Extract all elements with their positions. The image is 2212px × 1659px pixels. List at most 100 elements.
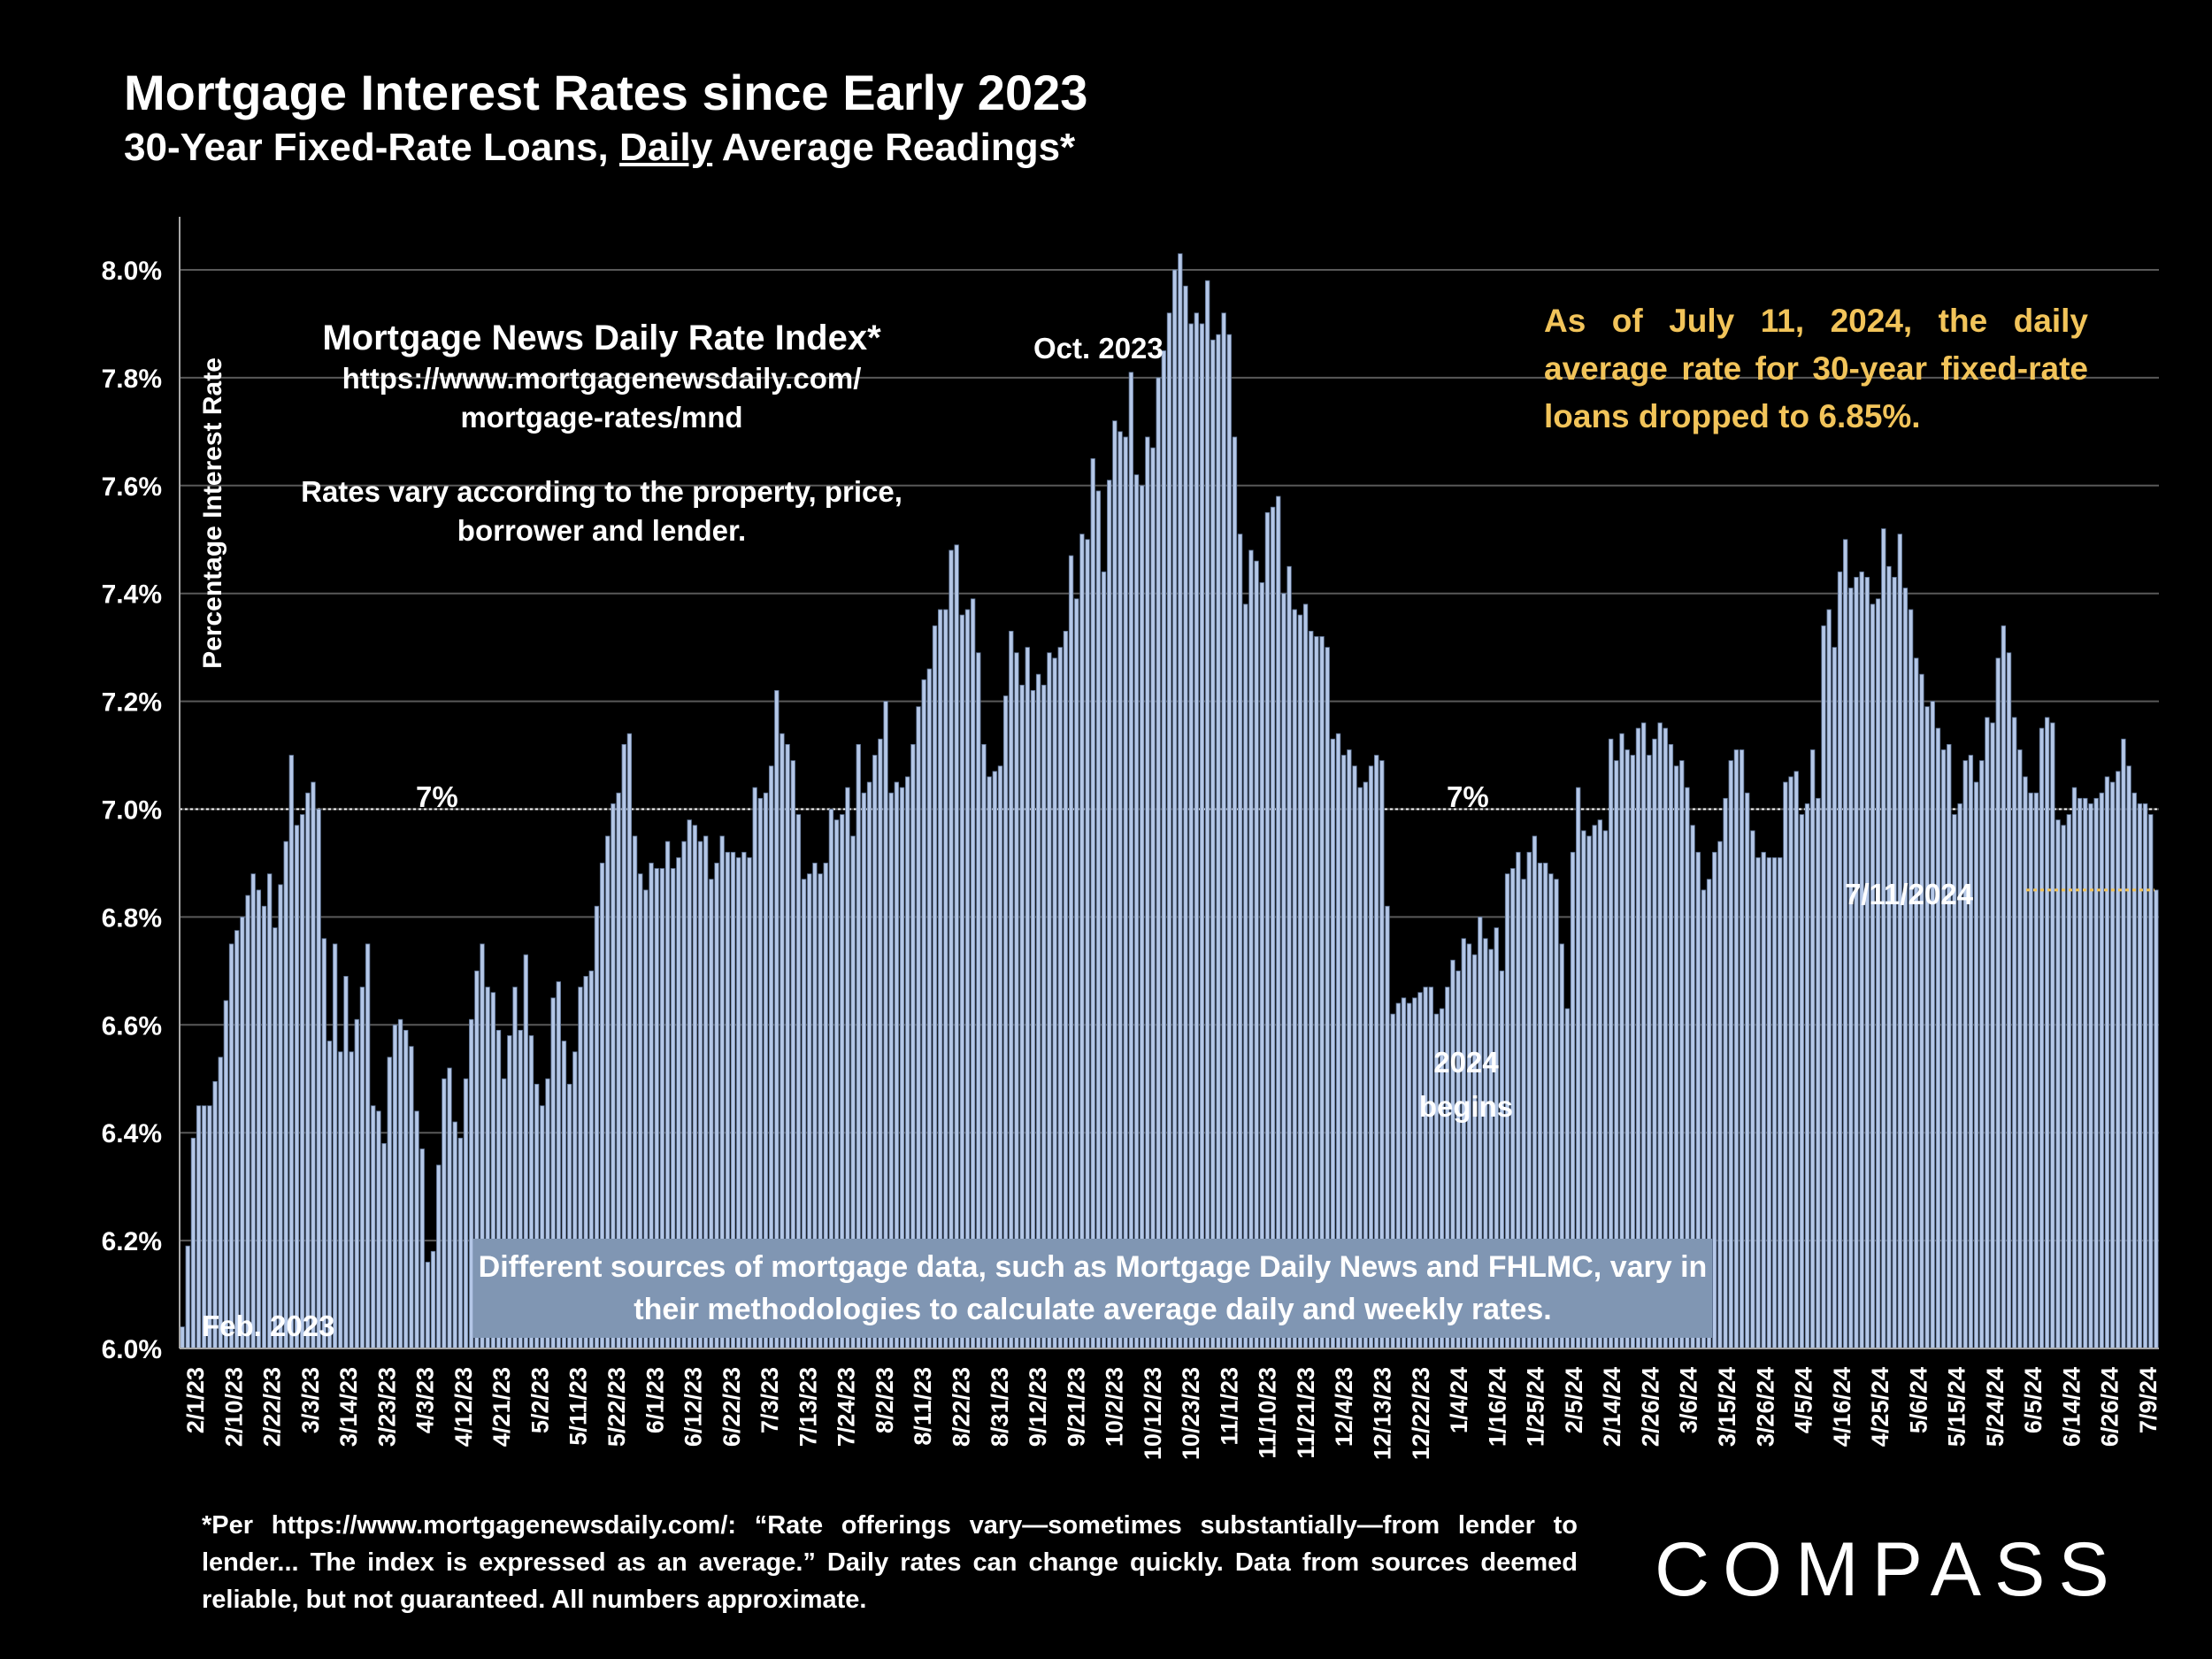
bar (311, 781, 316, 1349)
y-tick-label: 7.4% (102, 580, 162, 610)
bar (1166, 312, 1172, 1349)
bar (2028, 792, 2033, 1349)
annotation-last-date: 7/11/2024 (1845, 878, 1974, 910)
bar (1723, 797, 1728, 1349)
x-tick-label: 6/12/23 (680, 1367, 707, 1447)
bar (321, 938, 326, 1349)
bar (261, 905, 267, 1349)
bar (1302, 603, 1309, 1349)
bar (1079, 534, 1085, 1349)
compass-logo: COMPASS (1655, 1527, 2123, 1612)
bar (964, 609, 971, 1349)
x-tick-label: 2/14/24 (1599, 1367, 1625, 1447)
source-url: https://www.mortgagenewsdaily.com/ mortg… (342, 362, 862, 434)
bar (1221, 312, 1226, 1349)
y-tick-label: 6.0% (102, 1335, 162, 1364)
bar (1712, 851, 1717, 1349)
x-tick-label: 8/31/23 (987, 1367, 1013, 1447)
bar (1118, 431, 1123, 1349)
bar (442, 1078, 447, 1349)
bar (365, 943, 371, 1349)
bar (267, 873, 273, 1349)
x-tick-label: 3/15/24 (1714, 1367, 1740, 1447)
bar (1188, 323, 1194, 1349)
chart-subtitle: 30-Year Fixed-Rate Loans, Daily Average … (124, 126, 1075, 170)
x-tick-label: 2/26/24 (1637, 1367, 1663, 1447)
annotation-7-percent-left: 7% (416, 780, 458, 813)
methodology-note: Different sources of mortgage data, such… (473, 1239, 1712, 1338)
bar (1968, 755, 1974, 1349)
y-tick-label: 6.4% (102, 1119, 162, 1148)
bar (1892, 577, 1897, 1349)
bar (1755, 856, 1761, 1349)
footnote: *Per https://www.mortgagenewsdaily.com/:… (202, 1511, 1578, 1614)
y-tick-label: 7.6% (102, 472, 162, 502)
x-tick-label: 5/6/24 (1905, 1367, 1932, 1433)
chart-title: Mortgage Interest Rates since Early 2023 (124, 65, 1088, 120)
bar (1254, 560, 1259, 1349)
y-tick-label: 6.6% (102, 1011, 162, 1041)
x-tick-label: 11/1/23 (1216, 1367, 1242, 1446)
bar (326, 1041, 333, 1349)
bar-series (180, 253, 2159, 1349)
annotation-7-percent-right: 7% (1447, 780, 1489, 813)
bar (949, 549, 954, 1349)
bar (1101, 571, 1107, 1349)
bar (234, 930, 240, 1349)
bar (1112, 420, 1118, 1349)
bar (359, 987, 365, 1349)
bar (1128, 372, 1134, 1349)
bar (2071, 787, 2078, 1349)
bar (1145, 436, 1150, 1349)
x-tick-label: 3/14/23 (335, 1367, 362, 1447)
y-tick-label: 8.0% (102, 257, 162, 286)
x-tick-label: 4/16/24 (1829, 1367, 1855, 1447)
bar (283, 841, 288, 1349)
bar (1804, 803, 1810, 1349)
annotation-feb-2023: Feb. 2023 (202, 1310, 334, 1342)
x-tick-label: 1/4/24 (1446, 1367, 1472, 1433)
bar (1232, 436, 1238, 1349)
bar (1739, 749, 1745, 1349)
bar (425, 1262, 431, 1349)
bar (1919, 673, 1924, 1349)
bar (1171, 269, 1178, 1349)
bar (250, 873, 256, 1349)
x-tick-label: 4/5/24 (1791, 1367, 1817, 1433)
bar (430, 1250, 436, 1349)
bar (1292, 609, 1297, 1349)
source-title: Mortgage News Daily Rate Index* (322, 319, 881, 357)
bar (1194, 312, 1199, 1349)
source-info: Mortgage News Daily Rate Index* https://… (283, 317, 920, 550)
x-tick-label: 6/1/23 (641, 1367, 668, 1433)
source-note: Rates vary according to the property, pr… (301, 475, 902, 547)
bar (1210, 339, 1216, 1349)
bar (452, 1121, 457, 1349)
bar (354, 1018, 359, 1349)
bar (2001, 625, 2007, 1349)
bar (1717, 841, 1723, 1349)
bar (970, 598, 976, 1349)
y-tick-label: 7.0% (102, 796, 162, 826)
y-tick-label: 7.8% (102, 365, 162, 394)
bar (1947, 743, 1952, 1349)
bar (943, 609, 949, 1349)
bar (1886, 565, 1892, 1349)
as-of-note: As of July 11, 2024, the daily average r… (1544, 303, 2088, 434)
bar (2121, 738, 2126, 1349)
bar (338, 1051, 343, 1349)
x-tick-label: 7/9/24 (2135, 1367, 2162, 1433)
bar (1226, 334, 1232, 1349)
bar (1270, 506, 1276, 1349)
bar (1123, 436, 1128, 1349)
x-axis-ticks: 2/1/23 2/10/23 2/22/23 3/3/23 3/14/23 3/23/23… (182, 1367, 2162, 1460)
bar (2039, 727, 2045, 1349)
x-tick-label: 9/12/23 (1025, 1367, 1051, 1447)
bar (2099, 792, 2104, 1349)
x-tick-label: 7/3/23 (757, 1367, 783, 1433)
bar (381, 1142, 387, 1349)
bar (1902, 588, 1909, 1349)
axes (179, 217, 2159, 1349)
y-tick-label: 6.8% (102, 903, 162, 933)
bar (1286, 565, 1292, 1349)
